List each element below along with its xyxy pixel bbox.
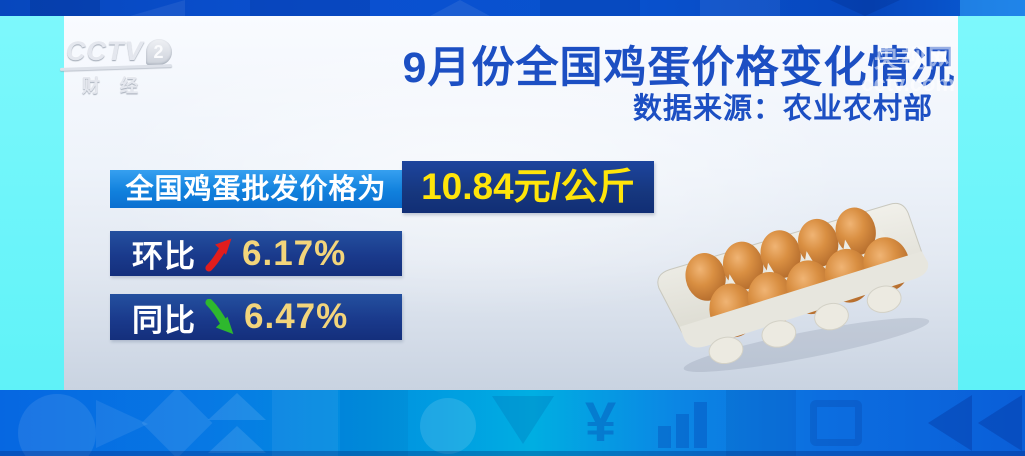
topbar-pattern-shape [960,0,1025,16]
triangle-left-shape [928,395,972,451]
mom-value: 6.17% [242,233,347,273]
channel-number-badge: 2 [145,38,172,65]
triangle-left-shape [978,395,1022,451]
topbar-pattern-shape [30,0,100,16]
topbar-pattern-shape [540,0,640,16]
yen-glyph: ¥ [585,390,617,453]
triangle-down-shape [492,396,554,444]
page-title: 9月份全国鸡蛋价格变化情况 [402,44,956,92]
egg-carton-image [657,202,930,372]
topbar-pattern-shape [830,0,900,16]
square-shape [726,390,796,456]
circle-shape [420,398,476,454]
yoy-value: 6.47% [244,297,349,336]
triangle-up-shape [208,426,266,453]
topbar-pattern-shape [700,0,780,16]
down-arrow-icon [205,298,234,334]
triangle-right-shape [96,400,148,448]
yoy-label: 同比 [132,302,196,338]
square-shape [272,390,338,456]
mom-label: 环比 [132,239,196,274]
cctv2-channel-logo: CCTV 2 财经 [59,36,196,98]
channel-name-label: 财经 [82,76,158,96]
data-source-label: 数据来源：农业农村部 [632,93,933,125]
wholesale-price-value: 10.84元/公斤 [402,161,654,213]
triangle-up-shape [208,393,266,420]
topbar-pattern-shape [430,0,490,16]
topbar-pattern-shape [250,0,370,16]
right-cyan-strip [958,16,1025,390]
bottom-decor-band: ¥ [0,390,1025,456]
frame-glyph [810,400,862,446]
yoy-stat-bar: 同比 6.47% [110,294,402,340]
diamond-shape [141,390,213,456]
left-cyan-strip [0,16,64,390]
mom-stat-bar: 环比 6.17% [110,231,402,276]
topbar-pattern-shape [130,0,185,16]
square-shape [340,390,408,456]
circle-shape [18,394,96,456]
top-decor-bar [0,0,1025,16]
bar-chart-glyph [658,402,707,448]
up-arrow-icon [205,237,232,271]
cctv-logo-text: CCTV [66,36,144,66]
wholesale-price-label: 全国鸡蛋批发价格为 [110,170,402,208]
